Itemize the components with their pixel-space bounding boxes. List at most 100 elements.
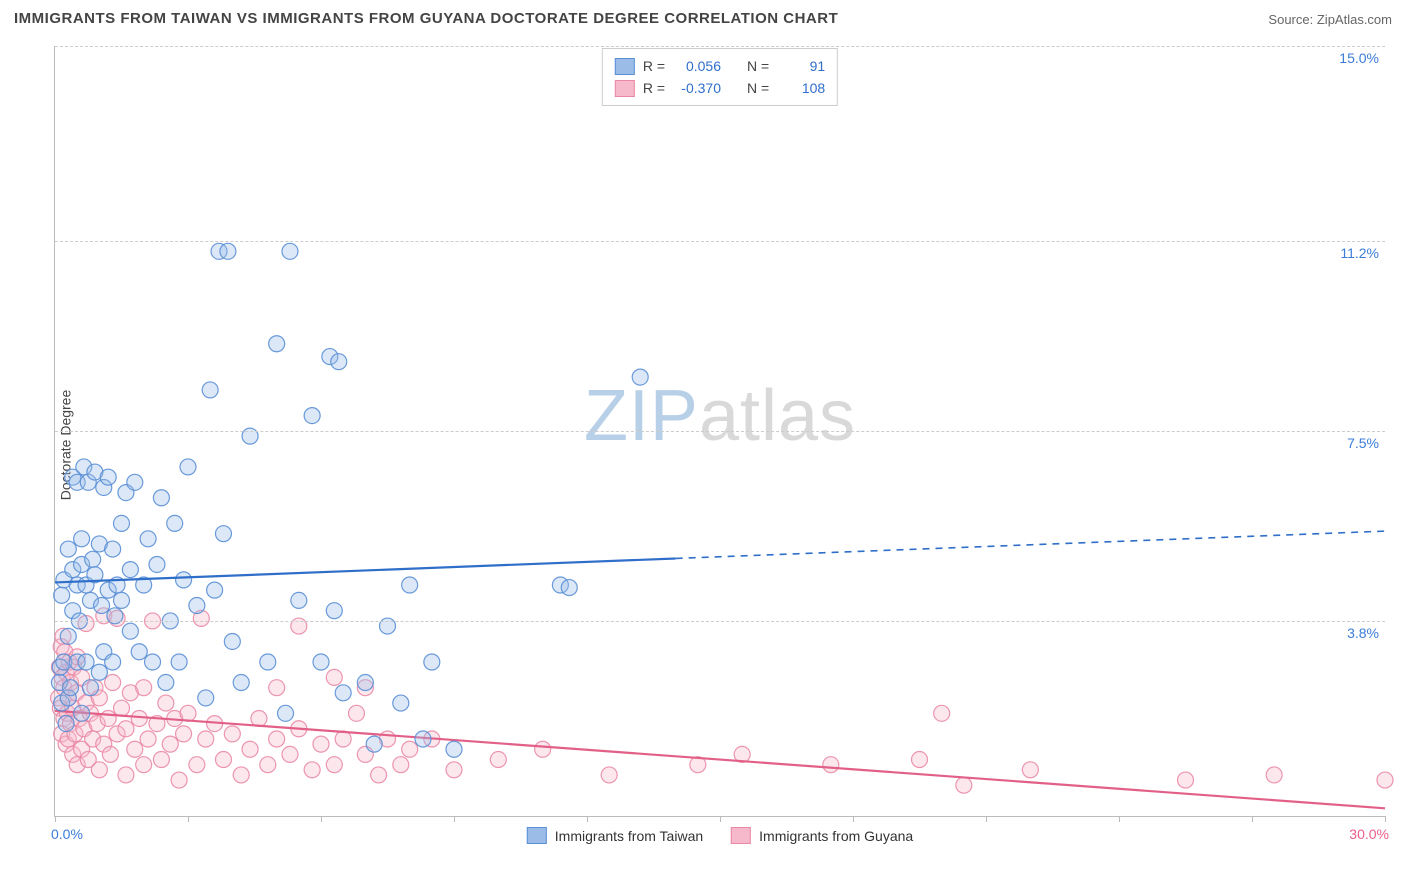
scatter-point-guyana [176,726,192,742]
scatter-point-taiwan [357,675,373,691]
n-label: N = [747,55,769,77]
scatter-point-taiwan [114,515,130,531]
scatter-point-taiwan [291,592,307,608]
scatter-point-guyana [158,695,174,711]
scatter-point-taiwan [260,654,276,670]
scatter-point-guyana [180,705,196,721]
scatter-point-guyana [162,736,178,752]
scatter-point-guyana [91,762,107,778]
scatter-point-taiwan [326,603,342,619]
scatter-point-taiwan [105,541,121,557]
x-tick [1252,816,1253,822]
scatter-point-guyana [402,741,418,757]
scatter-point-taiwan [313,654,329,670]
scatter-point-taiwan [207,582,223,598]
scatter-point-guyana [118,721,134,737]
legend-item-guyana: Immigrants from Guyana [731,827,913,844]
x-tick [1385,816,1386,822]
scatter-point-guyana [304,762,320,778]
scatter-point-taiwan [176,572,192,588]
y-tick-label: 11.2% [1340,245,1379,261]
scatter-point-taiwan [202,382,218,398]
regression-line-taiwan [55,558,676,582]
scatter-point-guyana [189,757,205,773]
stats-n-taiwan: 91 [777,55,825,77]
scatter-point-taiwan [74,705,90,721]
scatter-point-guyana [114,700,130,716]
scatter-point-taiwan [233,675,249,691]
x-axis-end-label: 30.0% [1349,826,1389,842]
scatter-point-guyana [1266,767,1282,783]
scatter-point-taiwan [127,474,143,490]
scatter-point-guyana [956,777,972,793]
regression-line-dashed-taiwan [676,531,1385,558]
scatter-point-taiwan [153,490,169,506]
x-tick [720,816,721,822]
scatter-point-taiwan [158,675,174,691]
scatter-point-taiwan [171,654,187,670]
legend-label-taiwan: Immigrants from Taiwan [555,828,703,844]
scatter-point-guyana [215,752,231,768]
chart-area: Doctorate Degree ZIPatlas R = 0.056 N = … [14,42,1392,847]
scatter-point-taiwan [331,354,347,370]
scatter-point-guyana [535,741,551,757]
gridline [55,241,1385,242]
scatter-point-taiwan [215,526,231,542]
x-tick [587,816,588,822]
x-tick [986,816,987,822]
scatter-point-taiwan [149,556,165,572]
scatter-point-taiwan [58,716,74,732]
scatter-point-guyana [269,680,285,696]
r-label: R = [643,55,665,77]
plot-region: ZIPatlas R = 0.056 N = 91 R = -0.370 N =… [54,46,1385,817]
r-label-2: R = [643,77,665,99]
scatter-point-taiwan [220,243,236,259]
scatter-point-taiwan [415,731,431,747]
stats-r-guyana: -0.370 [673,77,721,99]
scatter-point-guyana [102,746,118,762]
x-tick [188,816,189,822]
source-prefix: Source: [1268,12,1313,27]
scatter-point-guyana [490,752,506,768]
scatter-point-guyana [198,731,214,747]
scatter-point-taiwan [60,541,76,557]
scatter-point-guyana [313,736,329,752]
y-tick-label: 7.5% [1347,435,1379,451]
x-tick [853,816,854,822]
scatter-point-taiwan [269,336,285,352]
scatter-point-taiwan [304,408,320,424]
chart-header: IMMIGRANTS FROM TAIWAN VS IMMIGRANTS FRO… [14,10,1392,38]
x-tick [1119,816,1120,822]
scatter-point-guyana [1178,772,1194,788]
scatter-point-guyana [105,675,121,691]
scatter-point-taiwan [180,459,196,475]
chart-title: IMMIGRANTS FROM TAIWAN VS IMMIGRANTS FRO… [14,10,838,27]
regression-line-guyana [55,711,1385,809]
x-tick [321,816,322,822]
scatter-point-guyana [912,752,928,768]
stats-row-guyana: R = -0.370 N = 108 [615,77,825,99]
y-tick-label: 3.8% [1347,625,1379,641]
scatter-point-taiwan [94,598,110,614]
scatter-point-taiwan [122,562,138,578]
scatter-point-guyana [171,772,187,788]
x-axis-start-label: 0.0% [51,826,83,842]
scatter-point-taiwan [632,369,648,385]
legend-swatch-taiwan [527,827,547,844]
scatter-point-guyana [224,726,240,742]
scatter-point-guyana [131,710,147,726]
bottom-legend: Immigrants from Taiwan Immigrants from G… [527,827,913,844]
scatter-point-guyana [242,741,258,757]
scatter-point-taiwan [114,592,130,608]
x-tick [454,816,455,822]
scatter-point-taiwan [54,587,70,603]
scatter-point-taiwan [282,243,298,259]
scatter-point-guyana [326,757,342,773]
scatter-point-taiwan [100,469,116,485]
stats-legend-box: R = 0.056 N = 91 R = -0.370 N = 108 [602,48,838,106]
scatter-point-taiwan [131,644,147,660]
scatter-point-guyana [446,762,462,778]
scatter-point-guyana [1022,762,1038,778]
scatter-point-guyana [260,757,276,773]
scatter-point-taiwan [561,580,577,596]
